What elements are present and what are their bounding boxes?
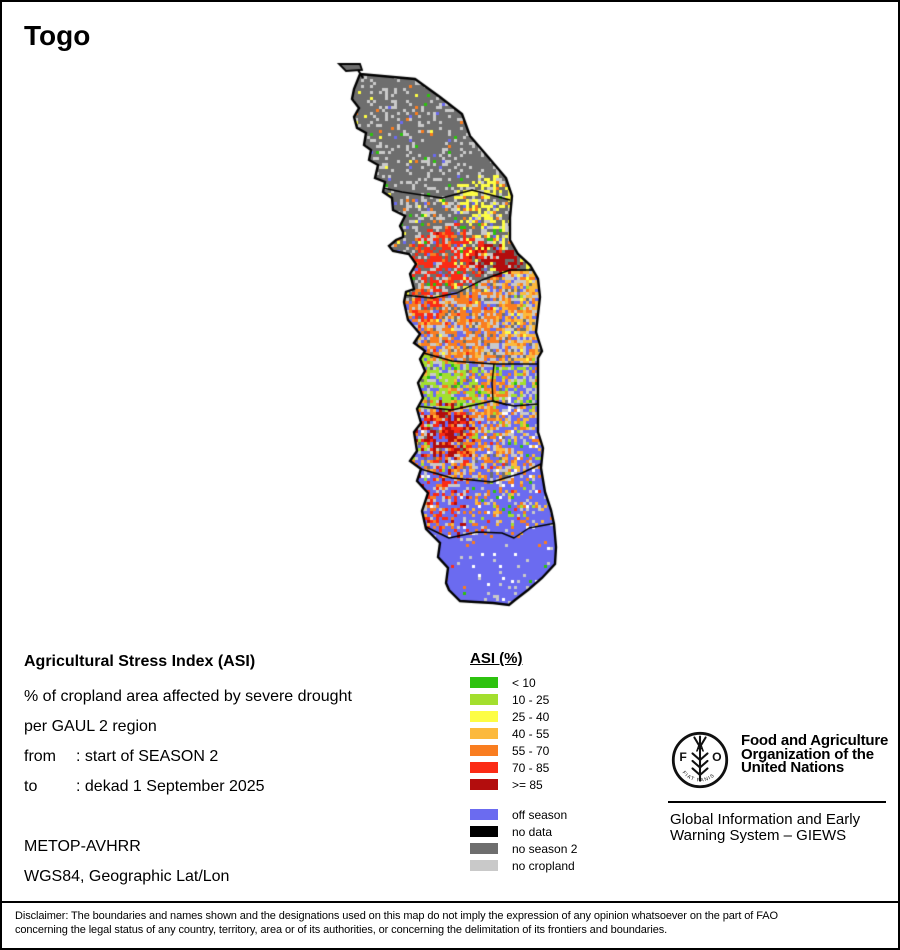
- giews-line: Global Information and Early: [670, 811, 861, 828]
- to-value: : dekad 1 September 2025: [76, 778, 265, 795]
- sensor-name: METOP-AVHRR: [24, 838, 141, 855]
- fao-name-line: Organization of the: [741, 745, 874, 763]
- legend-row: 40 - 55: [470, 725, 577, 742]
- legend-asi-classes: < 10 10 - 25 25 - 40 40 - 55 55 - 70 70 - 85 >…: [470, 674, 577, 793]
- legend-row: >= 85: [470, 776, 577, 793]
- asi-heading: Agricultural Stress Index (ASI): [24, 653, 256, 670]
- legend-label: 10 - 25: [512, 692, 550, 707]
- disclaimer-line: concerning the legal status of any count…: [15, 923, 668, 936]
- legend-swatch: [470, 779, 498, 790]
- legend-label: < 10: [512, 675, 536, 690]
- fao-name-line: United Nations: [741, 759, 845, 777]
- legend-row: < 10: [470, 674, 577, 691]
- legend-label: no cropland: [512, 858, 575, 873]
- giews-name: Global Information and Early Warning Sys…: [670, 812, 860, 843]
- legend-swatch: [470, 745, 498, 756]
- legend-row: off season: [470, 806, 577, 823]
- legend-row: no cropland: [470, 857, 577, 874]
- asi-legend: ASI (%) < 10 10 - 25 25 - 40 40 - 55 55 - 70…: [470, 650, 577, 874]
- giews-line: Warning System – GIEWS: [670, 826, 847, 844]
- legend-swatch: [470, 860, 498, 871]
- legend-swatch: [470, 677, 498, 688]
- asi-subtitle-1: % of cropland area affected by severe dr…: [24, 688, 352, 705]
- fao-logo: F A O FIAT PANIS: [671, 731, 729, 789]
- legend-row: no season 2: [470, 840, 577, 857]
- page-title: Togo: [24, 20, 91, 51]
- from-value: : start of SEASON 2: [76, 748, 219, 765]
- fao-divider-line: [668, 801, 886, 803]
- period-from: from : start of SEASON 2: [24, 748, 218, 766]
- asi-subtitle-2: per GAUL 2 region: [24, 718, 157, 735]
- legend-label: 25 - 40: [512, 709, 550, 724]
- legend-row: no data: [470, 823, 577, 840]
- legend-extra-classes: off season no data no season 2 no cropland: [470, 806, 577, 874]
- wheat-ear-icon: [691, 735, 709, 782]
- fao-letter-f: F: [679, 750, 686, 764]
- legend-swatch: [470, 826, 498, 837]
- disclaimer-text: Disclaimer: The boundaries and names sho…: [15, 910, 891, 937]
- disclaimer-line: Disclaimer: The boundaries and names sho…: [15, 910, 778, 922]
- legend-row: 70 - 85: [470, 759, 577, 776]
- fao-letter-a: A: [696, 741, 705, 755]
- footer-separator-line: [2, 901, 898, 903]
- period-to: to : dekad 1 September 2025: [24, 778, 265, 796]
- legend-row: 10 - 25: [470, 691, 577, 708]
- legend-swatch: [470, 728, 498, 739]
- legend-row: 25 - 40: [470, 708, 577, 725]
- fao-branding-block: F A O FIAT PANIS Food and Agriculture Or…: [668, 726, 890, 861]
- legend-label: >= 85: [512, 777, 543, 792]
- legend-swatch: [470, 694, 498, 705]
- legend-label: 55 - 70: [512, 743, 550, 758]
- projection-name: WGS84, Geographic Lat/Lon: [24, 868, 230, 885]
- legend-label: off season: [512, 807, 568, 822]
- fao-letter-o: O: [712, 750, 721, 764]
- legend-swatch: [470, 843, 498, 854]
- to-label: to: [24, 778, 38, 795]
- from-label: from: [24, 748, 56, 765]
- legend-label: 70 - 85: [512, 760, 550, 775]
- fao-org-name: Food and Agriculture Organization of the…: [741, 732, 889, 777]
- legend-label: 40 - 55: [512, 726, 550, 741]
- fao-logo-ring: [671, 731, 729, 789]
- legend-label: no season 2: [512, 841, 578, 856]
- legend-swatch: [470, 762, 498, 773]
- fao-name-line: Food and Agriculture: [741, 732, 889, 749]
- legend-label: no data: [512, 824, 553, 839]
- legend-row: 55 - 70: [470, 742, 577, 759]
- legend-title: ASI (%): [470, 650, 523, 667]
- legend-swatch: [470, 809, 498, 820]
- legend-swatch: [470, 711, 498, 722]
